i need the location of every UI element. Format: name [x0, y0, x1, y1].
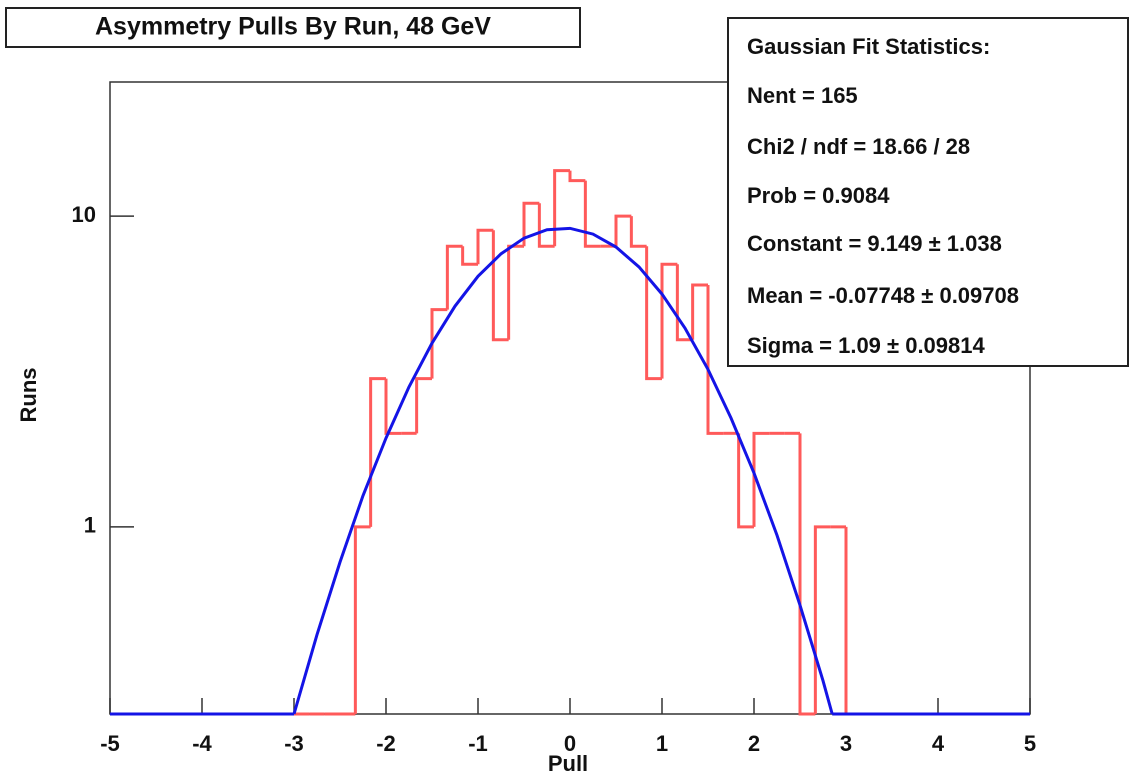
x-tick-label: 4 [932, 731, 945, 756]
histogram-bin [752, 431, 770, 527]
histogram-bin [568, 170, 586, 183]
x-tick-label: -4 [192, 731, 212, 756]
stats-line: Constant = 9.149 ± 1.038 [747, 231, 1002, 256]
histogram-bin [675, 264, 693, 342]
y-axis-label: Runs [16, 368, 41, 423]
histogram-bin [537, 203, 555, 248]
histogram-bin [491, 230, 509, 342]
histogram-bin [522, 201, 540, 247]
x-tick-label: -1 [468, 731, 488, 756]
histogram-bin [614, 214, 632, 247]
stats-line: Gaussian Fit Statistics: [747, 34, 990, 59]
histogram-bin [353, 525, 371, 714]
stats-line: Nent = 165 [747, 83, 858, 108]
x-tick-label: 1 [656, 731, 668, 756]
histogram-bin [445, 244, 463, 310]
x-axis-label: Pull [548, 751, 588, 776]
histogram-bin [629, 216, 647, 248]
histogram-bin [583, 180, 601, 248]
x-tick-label: -2 [376, 731, 396, 756]
histogram-bin [737, 433, 754, 529]
histogram-bin [461, 246, 478, 266]
x-tick-label: 5 [1024, 731, 1036, 756]
histogram-bin [660, 262, 678, 379]
x-tick-label: -3 [284, 731, 304, 756]
title-box [5, 7, 581, 48]
stats-line: Sigma = 1.09 ± 0.09814 [747, 333, 986, 358]
y-tick-label: 1 [84, 513, 96, 538]
chart-title: Asymmetry Pulls By Run, 48 GeV [95, 13, 491, 41]
histogram-bin [384, 378, 402, 435]
x-tick-label: 2 [748, 731, 760, 756]
stats-line: Prob = 0.9084 [747, 183, 890, 208]
histogram-bin [691, 283, 708, 340]
histogram-bin [507, 244, 524, 340]
histogram-bin [430, 308, 448, 379]
x-tick-label: -5 [100, 731, 120, 756]
fit-curve [292, 226, 834, 715]
x-tick-label: 0 [564, 731, 576, 756]
histogram-bin [645, 246, 662, 381]
stats-line: Chi2 / ndf = 18.66 / 28 [747, 134, 970, 159]
histogram-bin [415, 377, 432, 434]
x-tick-label: 3 [840, 731, 852, 756]
histogram-bin [553, 169, 570, 247]
histogram-bin [798, 433, 816, 716]
histogram-bin [706, 285, 724, 435]
y-tick-label: 10 [72, 202, 96, 227]
stats-line: Mean = -0.07748 ± 0.09708 [747, 283, 1019, 308]
stats-box [727, 17, 1129, 367]
histogram-bin [476, 228, 494, 265]
